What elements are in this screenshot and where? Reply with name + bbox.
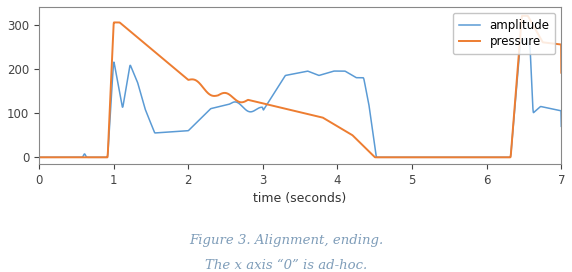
pressure [126, 29, 133, 32]
pressure [558, 71, 565, 74]
pressure [491, 156, 498, 159]
amplitude [548, 107, 555, 110]
amplitude [35, 156, 42, 159]
Legend: amplitude, pressure: amplitude, pressure [453, 13, 555, 54]
pressure [259, 101, 265, 105]
pressure [519, 14, 526, 17]
amplitude [491, 156, 498, 159]
amplitude [522, 36, 529, 40]
pressure [548, 42, 555, 45]
amplitude [558, 125, 565, 128]
Text: The x axis “0” is ad-hoc.: The x axis “0” is ad-hoc. [205, 259, 367, 272]
amplitude [126, 66, 133, 69]
amplitude [236, 102, 243, 105]
Text: Figure 3. Alignment, ending.: Figure 3. Alignment, ending. [189, 234, 383, 247]
pressure [236, 100, 243, 104]
pressure [35, 156, 42, 159]
amplitude [259, 106, 265, 109]
pressure [95, 156, 102, 159]
Line: pressure: pressure [39, 16, 561, 157]
X-axis label: time (seconds): time (seconds) [253, 192, 347, 205]
amplitude [95, 156, 102, 159]
Line: amplitude: amplitude [39, 38, 561, 157]
